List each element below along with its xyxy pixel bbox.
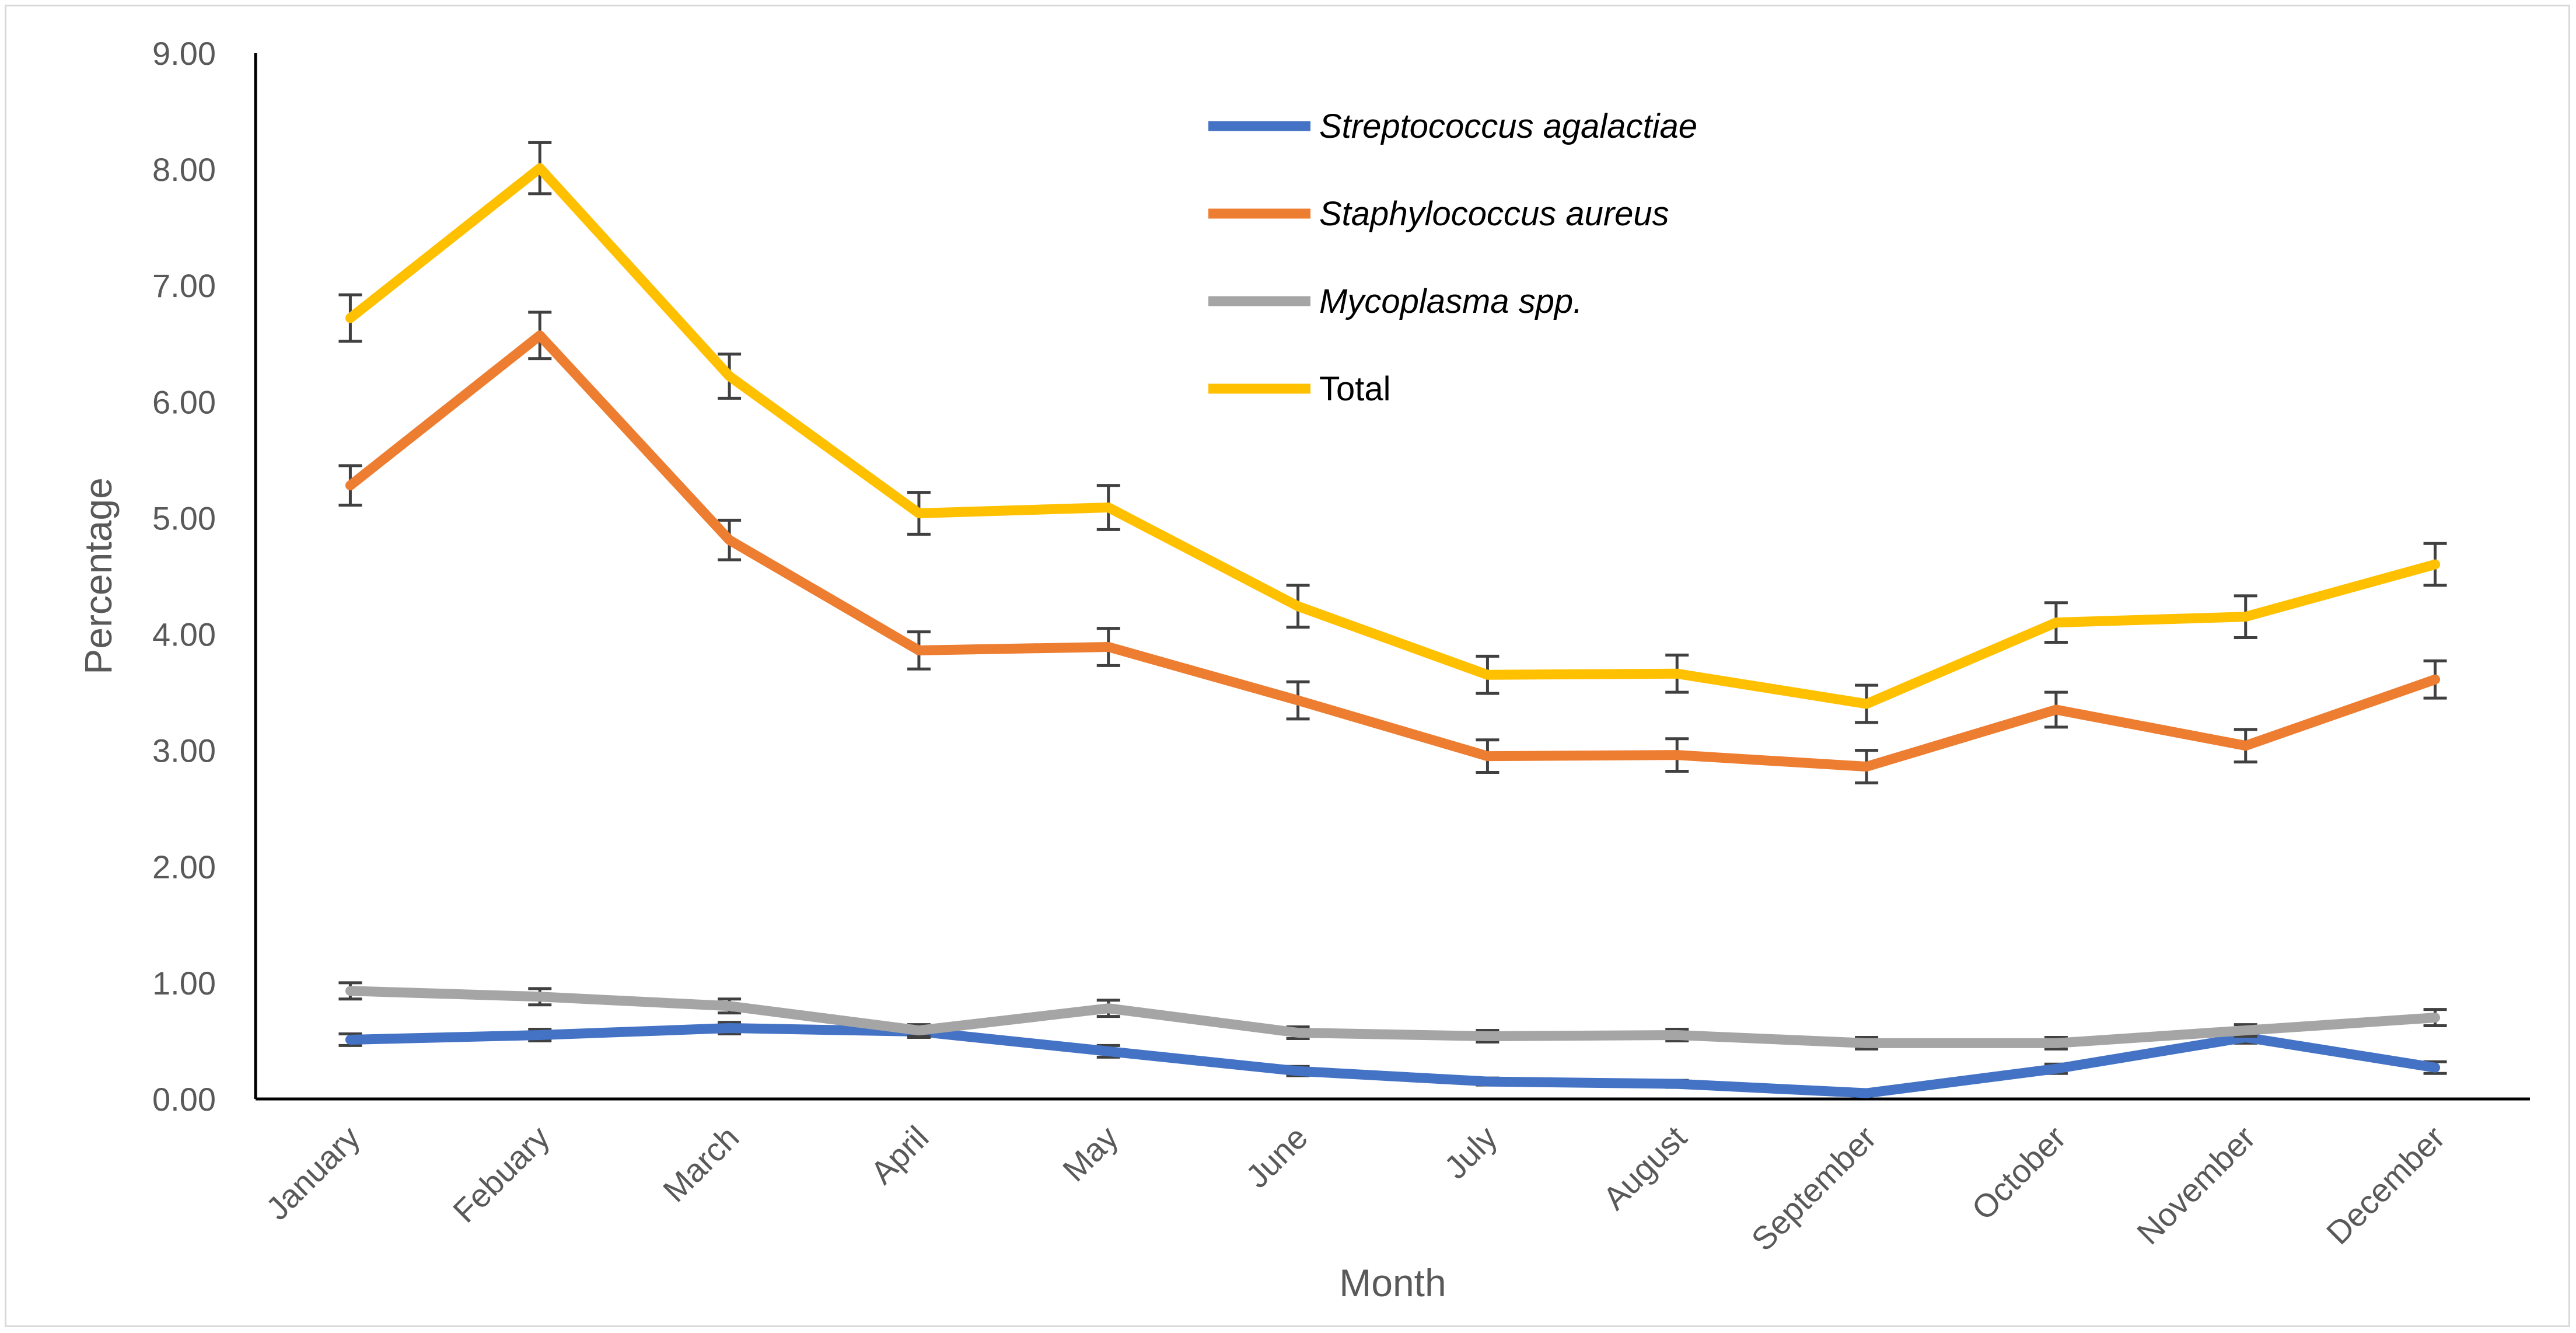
series-line bbox=[345, 986, 2441, 1048]
legend: Streptococcus agalactiae Staphylococcus a… bbox=[1208, 107, 1697, 408]
y-tick-label: 3.00 bbox=[152, 732, 216, 769]
legend-label: Staphylococcus aureus bbox=[1319, 195, 1669, 233]
y-tick-label: 0.00 bbox=[152, 1081, 216, 1118]
x-tick-label: June bbox=[1239, 1119, 1315, 1195]
series-line bbox=[345, 1023, 2441, 1098]
x-tick-label: November bbox=[2130, 1119, 2262, 1251]
y-tick-label: 4.00 bbox=[152, 616, 216, 653]
legend-label: Total bbox=[1319, 370, 1391, 408]
y-tick-label: 2.00 bbox=[152, 849, 216, 885]
series-group bbox=[338, 141, 2447, 1098]
series-streptococcus-agalactiae bbox=[338, 1021, 2447, 1098]
legend-label: Mycoplasma spp. bbox=[1319, 282, 1582, 320]
y-tick-label: 5.00 bbox=[152, 500, 216, 536]
x-tick-label: October bbox=[1965, 1119, 2072, 1227]
x-tick-label: December bbox=[2319, 1119, 2452, 1251]
x-tick-label: Febuary bbox=[446, 1119, 557, 1230]
x-tick-label: April bbox=[864, 1119, 936, 1191]
x-tick-label: May bbox=[1055, 1119, 1125, 1188]
series-staphylococcus-aureus bbox=[338, 310, 2447, 784]
chart-area: 0.00 1.00 2.00 3.00 4.00 5.00 6.00 7.00 8.00 9.00… bbox=[5, 5, 2570, 1327]
y-tick-label: 8.00 bbox=[152, 151, 216, 188]
y-tick-label: 7.00 bbox=[152, 267, 216, 304]
x-tick-label: March bbox=[656, 1119, 746, 1209]
y-axis-title: Percentage bbox=[76, 477, 120, 675]
series-total bbox=[338, 141, 2447, 724]
x-tick-label: August bbox=[1596, 1119, 1694, 1217]
series-line bbox=[345, 330, 2441, 772]
x-tick-label: September bbox=[1744, 1119, 1883, 1258]
x-tick-label: January bbox=[258, 1119, 366, 1227]
series-line bbox=[345, 163, 2441, 709]
line-chart: 0.00 1.00 2.00 3.00 4.00 5.00 6.00 7.00 8.00 9.00… bbox=[76, 35, 2530, 1304]
y-tick-label: 9.00 bbox=[152, 35, 216, 72]
series-mycoplasma-spp bbox=[338, 981, 2447, 1051]
y-tick-label: 1.00 bbox=[152, 965, 216, 1002]
legend-label: Streptococcus agalactiae bbox=[1319, 107, 1697, 145]
x-axis-title: Month bbox=[1339, 1261, 1446, 1304]
x-tick-label: July bbox=[1437, 1119, 1504, 1186]
y-tick-label: 6.00 bbox=[152, 383, 216, 420]
